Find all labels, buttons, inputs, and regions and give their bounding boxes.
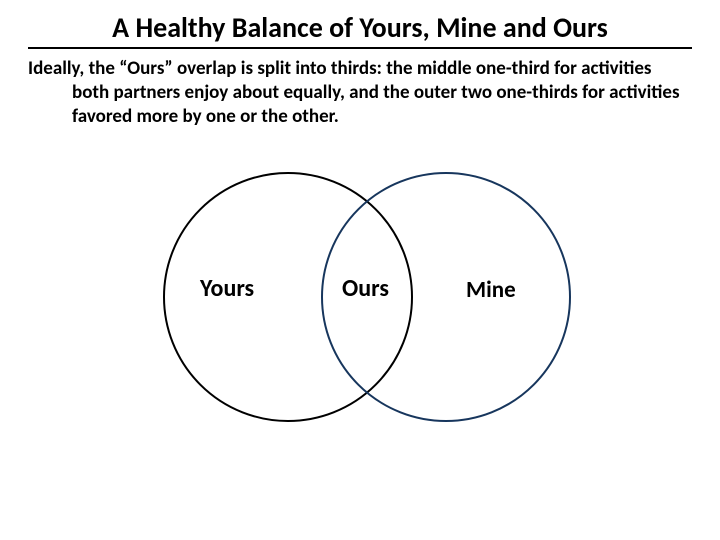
- page-title: A Healthy Balance of Yours, Mine and Our…: [28, 10, 692, 49]
- slide: A Healthy Balance of Yours, Mine and Our…: [0, 0, 720, 540]
- venn-diagram: Yours Ours Mine: [28, 142, 692, 462]
- body-paragraph: Ideally, the “Ours” overlap is split int…: [28, 57, 692, 128]
- venn-label-ours: Ours: [342, 274, 389, 303]
- venn-label-mine: Mine: [466, 276, 516, 304]
- body-paragraph-text: Ideally, the “Ours” overlap is split int…: [28, 57, 692, 128]
- venn-label-yours: Yours: [200, 274, 254, 303]
